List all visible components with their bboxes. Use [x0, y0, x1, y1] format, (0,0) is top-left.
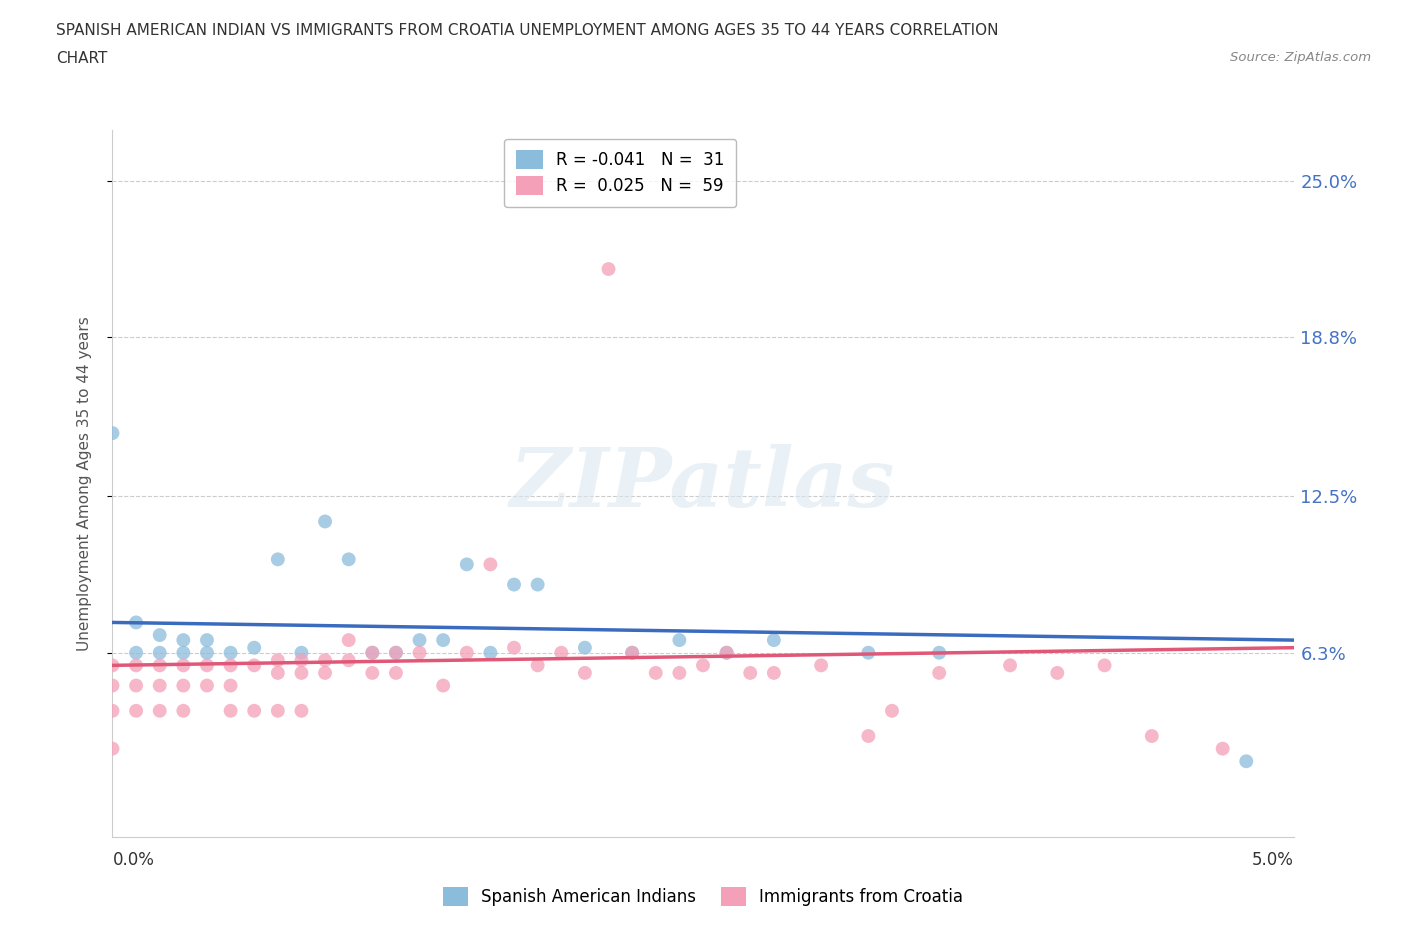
Point — [267, 703, 290, 718]
Point — [361, 645, 384, 660]
Point — [1046, 666, 1069, 681]
Point — [290, 666, 312, 681]
Point — [314, 514, 336, 529]
Y-axis label: Unemployment Among Ages 35 to 44 years: Unemployment Among Ages 35 to 44 years — [77, 316, 91, 651]
Point — [621, 645, 644, 660]
Point — [290, 703, 312, 718]
Point — [928, 666, 950, 681]
Point — [668, 632, 690, 647]
Point — [385, 666, 408, 681]
Point — [1212, 741, 1234, 756]
Point — [125, 615, 148, 630]
Point — [101, 426, 124, 441]
Point — [1140, 728, 1163, 743]
Point — [149, 658, 172, 672]
Point — [716, 645, 738, 660]
Point — [644, 666, 666, 681]
Point — [172, 658, 194, 672]
Text: 0.0%: 0.0% — [112, 851, 155, 870]
Point — [172, 678, 194, 693]
Point — [668, 666, 690, 681]
Point — [101, 658, 124, 672]
Point — [385, 645, 408, 660]
Point — [503, 578, 526, 592]
Point — [503, 640, 526, 655]
Point — [195, 632, 218, 647]
Point — [219, 658, 242, 672]
Text: CHART: CHART — [56, 51, 108, 66]
Point — [101, 741, 124, 756]
Point — [880, 703, 903, 718]
Legend: Spanish American Indians, Immigrants from Croatia: Spanish American Indians, Immigrants fro… — [434, 878, 972, 914]
Point — [456, 645, 478, 660]
Point — [432, 632, 454, 647]
Point — [810, 658, 832, 672]
Point — [243, 658, 266, 672]
Point — [337, 632, 360, 647]
Point — [314, 653, 336, 668]
Point — [526, 658, 548, 672]
Point — [479, 645, 502, 660]
Point — [125, 703, 148, 718]
Point — [762, 632, 785, 647]
Point — [574, 640, 596, 655]
Point — [928, 645, 950, 660]
Point — [290, 645, 312, 660]
Point — [550, 645, 572, 660]
Text: Source: ZipAtlas.com: Source: ZipAtlas.com — [1230, 51, 1371, 64]
Legend: R = -0.041   N =  31, R =  0.025   N =  59: R = -0.041 N = 31, R = 0.025 N = 59 — [505, 139, 737, 207]
Point — [243, 703, 266, 718]
Point — [526, 578, 548, 592]
Point — [267, 666, 290, 681]
Point — [149, 645, 172, 660]
Point — [101, 703, 124, 718]
Point — [172, 703, 194, 718]
Point — [290, 653, 312, 668]
Point — [219, 678, 242, 693]
Point — [267, 551, 290, 566]
Text: SPANISH AMERICAN INDIAN VS IMMIGRANTS FROM CROATIA UNEMPLOYMENT AMONG AGES 35 TO: SPANISH AMERICAN INDIAN VS IMMIGRANTS FR… — [56, 23, 998, 38]
Point — [172, 645, 194, 660]
Point — [101, 678, 124, 693]
Point — [598, 261, 620, 276]
Point — [716, 645, 738, 660]
Point — [432, 678, 454, 693]
Point — [456, 557, 478, 572]
Point — [762, 666, 785, 681]
Point — [479, 557, 502, 572]
Point — [621, 645, 644, 660]
Point — [1094, 658, 1116, 672]
Point — [408, 632, 430, 647]
Point — [195, 658, 218, 672]
Point — [337, 551, 360, 566]
Point — [125, 678, 148, 693]
Point — [267, 653, 290, 668]
Point — [1234, 754, 1257, 769]
Point — [149, 628, 172, 643]
Point — [149, 703, 172, 718]
Point — [172, 632, 194, 647]
Point — [125, 658, 148, 672]
Text: ZIPatlas: ZIPatlas — [510, 444, 896, 524]
Point — [408, 645, 430, 660]
Point — [361, 666, 384, 681]
Point — [195, 645, 218, 660]
Point — [219, 645, 242, 660]
Point — [125, 645, 148, 660]
Text: 5.0%: 5.0% — [1251, 851, 1294, 870]
Point — [740, 666, 762, 681]
Point — [998, 658, 1021, 672]
Point — [337, 653, 360, 668]
Point — [361, 645, 384, 660]
Point — [149, 678, 172, 693]
Point — [243, 640, 266, 655]
Point — [858, 728, 880, 743]
Point — [858, 645, 880, 660]
Point — [219, 703, 242, 718]
Point — [574, 666, 596, 681]
Point — [195, 678, 218, 693]
Point — [692, 658, 714, 672]
Point — [385, 645, 408, 660]
Point — [314, 666, 336, 681]
